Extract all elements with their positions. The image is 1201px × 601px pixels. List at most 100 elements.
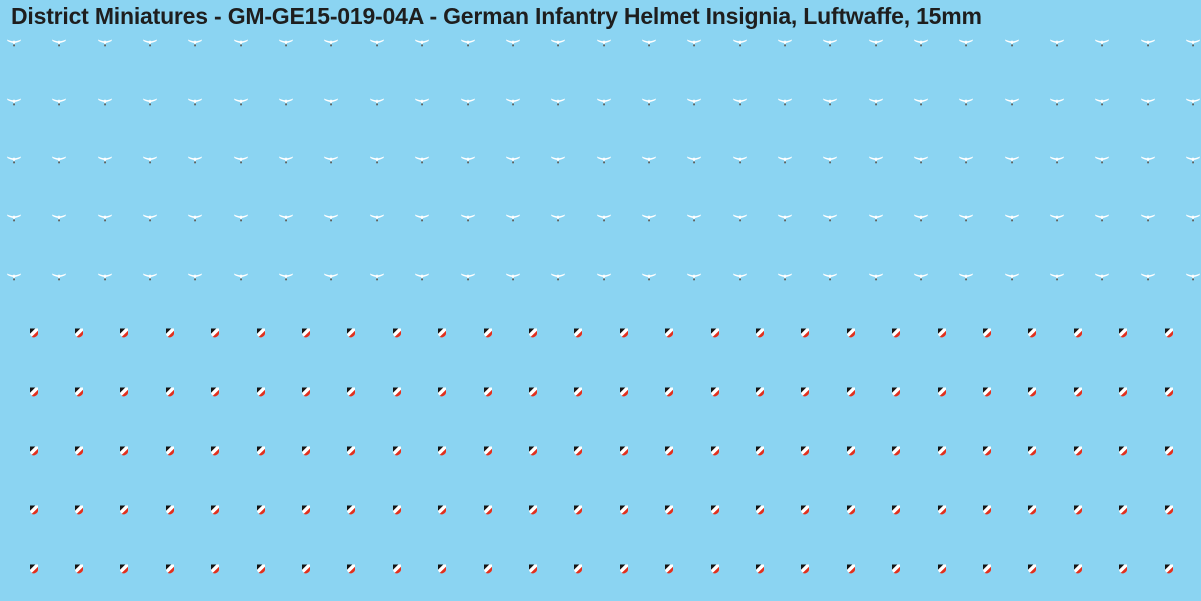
eagle-decal xyxy=(551,156,566,164)
eagle-decal xyxy=(868,214,883,222)
luftwaffe-eagle-icon xyxy=(777,39,792,47)
eagle-decal xyxy=(1095,214,1110,222)
tricolor-shield-icon xyxy=(846,505,855,515)
shield-decal xyxy=(1119,328,1128,338)
eagle-decal xyxy=(52,214,67,222)
tricolor-shield-icon xyxy=(256,564,265,574)
luftwaffe-eagle-icon xyxy=(1186,214,1201,222)
tricolor-shield-icon xyxy=(1119,564,1128,574)
luftwaffe-eagle-icon xyxy=(324,98,339,105)
shield-decal xyxy=(301,564,310,574)
shield-decal xyxy=(29,328,38,338)
tricolor-shield-icon xyxy=(846,446,855,456)
tricolor-shield-icon xyxy=(710,446,719,456)
eagle-decal xyxy=(687,214,702,222)
eagle-decal xyxy=(687,273,702,281)
luftwaffe-eagle-icon xyxy=(188,156,203,164)
luftwaffe-eagle-icon xyxy=(823,156,838,164)
tricolor-shield-icon xyxy=(574,505,583,515)
eagle-decal xyxy=(188,39,203,47)
shield-decal xyxy=(1028,446,1037,456)
luftwaffe-eagle-icon xyxy=(369,39,384,47)
shield-decal xyxy=(892,446,901,456)
eagle-decal xyxy=(596,156,611,164)
tricolor-shield-icon xyxy=(347,328,356,338)
eagle-decal xyxy=(1186,98,1201,106)
tricolor-shield-icon xyxy=(937,328,946,338)
shield-decal xyxy=(665,387,674,397)
tricolor-shield-icon xyxy=(74,564,83,574)
luftwaffe-eagle-icon xyxy=(823,273,838,280)
luftwaffe-eagle-icon xyxy=(1004,98,1019,105)
luftwaffe-eagle-icon xyxy=(97,214,112,222)
luftwaffe-eagle-icon xyxy=(914,98,928,105)
shield-decal xyxy=(846,446,855,456)
tricolor-shield-icon xyxy=(120,564,129,574)
tricolor-shield-icon xyxy=(301,505,310,515)
shield-decal xyxy=(801,446,810,456)
shield-decal xyxy=(1028,387,1037,397)
luftwaffe-eagle-icon xyxy=(97,156,112,164)
eagle-decal xyxy=(188,214,203,222)
shield-decal xyxy=(710,328,719,338)
shield-decal xyxy=(846,564,855,574)
luftwaffe-eagle-icon xyxy=(823,98,838,105)
tricolor-shield-icon xyxy=(74,446,83,456)
eagle-decal xyxy=(324,156,339,164)
eagle-decal xyxy=(1095,39,1110,47)
tricolor-shield-icon xyxy=(120,446,129,456)
luftwaffe-eagle-icon xyxy=(233,156,248,164)
eagle-decal xyxy=(914,39,928,47)
luftwaffe-eagle-icon xyxy=(868,156,883,164)
tricolor-shield-icon xyxy=(846,387,855,397)
eagle-decal xyxy=(505,156,520,164)
luftwaffe-eagle-icon xyxy=(233,214,248,222)
luftwaffe-eagle-icon xyxy=(279,39,294,47)
luftwaffe-eagle-icon xyxy=(1050,39,1065,47)
tricolor-shield-icon xyxy=(801,446,810,456)
tricolor-shield-icon xyxy=(1028,446,1037,456)
luftwaffe-eagle-icon xyxy=(460,273,475,280)
tricolor-shield-icon xyxy=(29,387,38,397)
luftwaffe-eagle-icon xyxy=(279,273,294,280)
eagle-decal xyxy=(279,214,294,222)
shield-decal xyxy=(301,446,310,456)
shield-decal xyxy=(120,387,129,397)
shield-decal xyxy=(211,446,220,456)
shield-decal xyxy=(120,505,129,515)
tricolor-shield-icon xyxy=(256,446,265,456)
tricolor-shield-icon xyxy=(438,387,447,397)
luftwaffe-eagle-icon xyxy=(777,98,792,105)
shield-decal xyxy=(619,564,628,574)
shield-decal xyxy=(165,387,174,397)
luftwaffe-eagle-icon xyxy=(868,98,883,105)
luftwaffe-eagle-icon xyxy=(415,39,430,47)
luftwaffe-eagle-icon xyxy=(687,214,702,222)
eagle-decal xyxy=(188,156,203,164)
eagle-decal xyxy=(914,214,928,222)
eagle-decal xyxy=(596,98,611,106)
luftwaffe-eagle-icon xyxy=(914,214,928,222)
luftwaffe-eagle-icon xyxy=(1186,156,1201,164)
tricolor-shield-icon xyxy=(755,505,764,515)
eagle-decal xyxy=(97,156,112,164)
luftwaffe-eagle-icon xyxy=(233,273,248,280)
shield-decal xyxy=(256,446,265,456)
shield-decal xyxy=(755,564,764,574)
eagle-decal xyxy=(551,98,566,106)
shield-decal xyxy=(801,505,810,515)
tricolor-shield-icon xyxy=(392,564,401,574)
tricolor-shield-icon xyxy=(165,387,174,397)
luftwaffe-eagle-icon xyxy=(868,214,883,222)
luftwaffe-eagle-icon xyxy=(914,273,928,280)
shield-decal xyxy=(892,505,901,515)
shield-decal xyxy=(120,564,129,574)
luftwaffe-eagle-icon xyxy=(505,39,520,47)
luftwaffe-eagle-icon xyxy=(369,214,384,222)
tricolor-shield-icon xyxy=(619,446,628,456)
tricolor-shield-icon xyxy=(165,446,174,456)
shield-decal xyxy=(256,564,265,574)
tricolor-shield-icon xyxy=(528,387,537,397)
tricolor-shield-icon xyxy=(892,328,901,338)
eagle-decal xyxy=(415,98,430,106)
